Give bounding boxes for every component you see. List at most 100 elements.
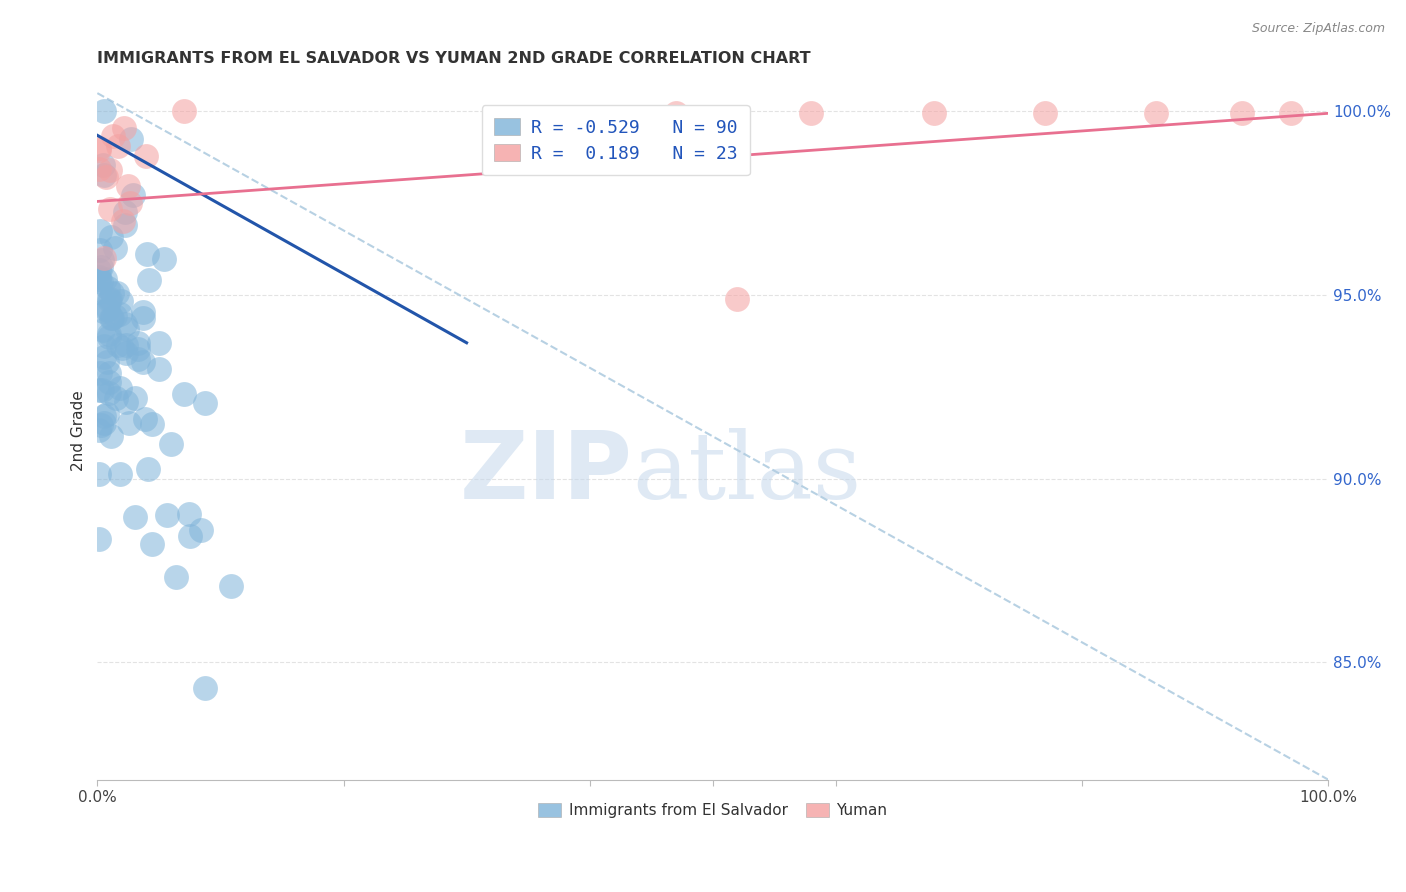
Point (98, 293, 121, 307)
Text: atlas: atlas (633, 428, 862, 517)
Point (1033, 106, 1056, 120)
Point (177, 507, 200, 521)
Point (100, 310, 122, 325)
Point (101, 285, 124, 300)
Point (93, 252, 115, 266)
Point (1144, 106, 1167, 120)
Point (91, 383, 114, 397)
Point (91, 323, 114, 337)
Point (89, 423, 111, 437)
Point (108, 467, 131, 481)
Text: Source: ZipAtlas.com: Source: ZipAtlas.com (1251, 22, 1385, 36)
Point (87, 161, 110, 176)
Point (124, 510, 146, 524)
Point (173, 104, 195, 119)
Point (194, 681, 217, 695)
Point (105, 285, 128, 300)
Point (98, 366, 121, 380)
Point (97, 281, 120, 295)
Point (121, 188, 143, 202)
Point (89, 243, 111, 257)
Point (127, 336, 149, 351)
Point (138, 273, 160, 287)
Point (115, 395, 138, 409)
Point (91, 252, 114, 267)
Point (153, 252, 176, 266)
Legend: Immigrants from El Salvador, Yuman: Immigrants from El Salvador, Yuman (531, 797, 894, 824)
Text: IMMIGRANTS FROM EL SALVADOR VS YUMAN 2ND GRADE CORRELATION CHART: IMMIGRANTS FROM EL SALVADOR VS YUMAN 2ND… (97, 51, 811, 66)
Point (117, 178, 139, 193)
Point (93, 168, 115, 182)
Point (89, 260, 111, 274)
Point (96, 407, 118, 421)
Point (87, 143, 110, 157)
Point (93, 339, 115, 353)
Point (93, 272, 115, 286)
Point (98, 292, 121, 306)
Point (160, 436, 183, 450)
Point (136, 462, 159, 476)
Point (110, 381, 132, 395)
Point (134, 412, 156, 426)
Point (117, 416, 139, 430)
Point (1230, 106, 1253, 120)
Point (141, 417, 163, 432)
Point (90, 417, 112, 432)
Point (97, 326, 120, 341)
Point (173, 386, 195, 401)
Point (93, 104, 115, 119)
Text: ZIP: ZIP (460, 426, 633, 519)
Point (165, 570, 187, 584)
Point (97, 302, 120, 317)
Point (89, 367, 111, 381)
Point (93, 416, 115, 430)
Point (101, 128, 124, 143)
Point (135, 149, 157, 163)
Point (108, 307, 131, 321)
Point (87, 141, 110, 155)
Point (124, 392, 146, 406)
Point (107, 338, 129, 352)
Point (87, 384, 110, 398)
Point (114, 218, 136, 232)
Point (800, 106, 823, 120)
Point (156, 508, 179, 522)
Point (93, 409, 115, 423)
Point (96, 355, 118, 369)
Point (132, 311, 155, 326)
Point (90, 275, 112, 289)
Point (91, 158, 114, 172)
Point (104, 241, 127, 255)
Point (87, 272, 110, 286)
Point (89, 263, 111, 277)
Point (98, 163, 121, 178)
Point (100, 229, 122, 244)
Y-axis label: 2nd Grade: 2nd Grade (72, 391, 86, 471)
Point (118, 196, 141, 211)
Point (922, 106, 945, 120)
Point (114, 337, 136, 351)
Point (87, 467, 110, 482)
Point (194, 395, 217, 409)
Point (98, 202, 121, 216)
Point (101, 310, 124, 325)
Point (111, 341, 134, 355)
Point (127, 342, 149, 356)
Point (94, 170, 117, 185)
Point (87, 285, 110, 299)
Point (100, 429, 122, 443)
Point (136, 246, 159, 260)
Point (114, 205, 136, 219)
Point (97, 330, 120, 344)
Point (114, 121, 136, 136)
Point (96, 302, 118, 317)
Point (132, 305, 155, 319)
Point (120, 131, 142, 145)
Point (97, 375, 120, 389)
Point (148, 336, 170, 351)
Point (725, 292, 748, 306)
Point (665, 106, 688, 120)
Point (132, 355, 155, 369)
Point (1279, 106, 1302, 120)
Point (93, 350, 115, 364)
